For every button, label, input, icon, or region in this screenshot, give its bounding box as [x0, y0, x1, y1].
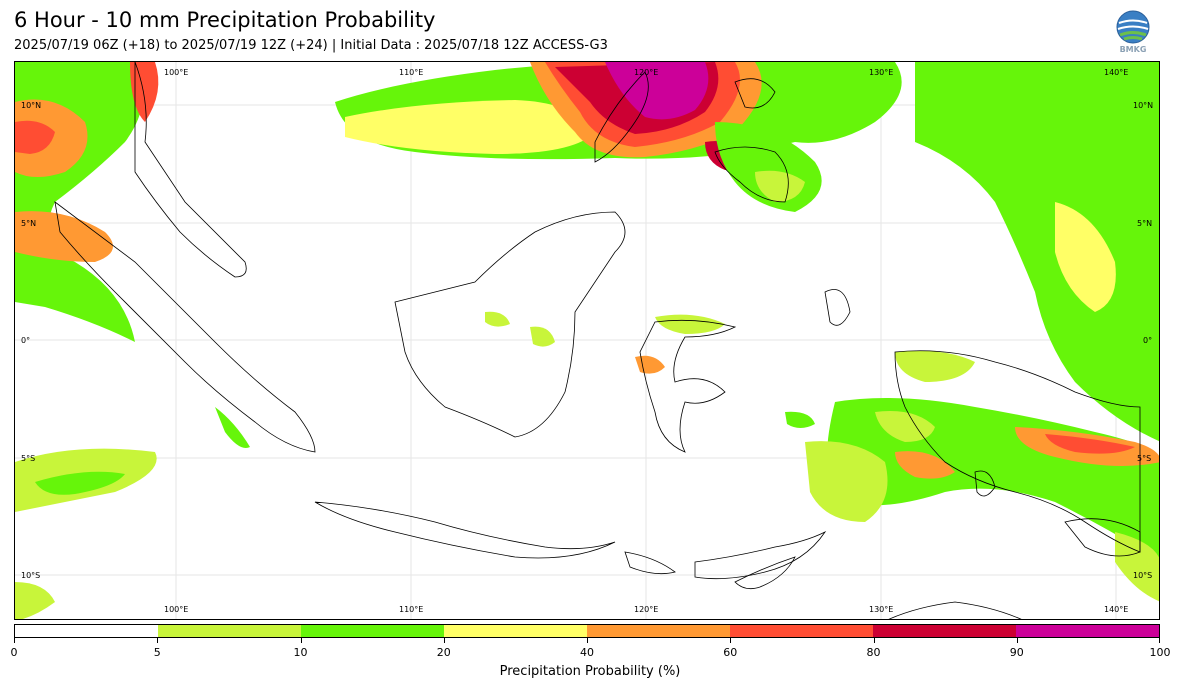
precip-field-north-sea	[335, 62, 902, 212]
colorbar-tick	[300, 638, 302, 643]
colorbar-tick	[443, 638, 445, 643]
lat-label-right-5n: 5°N	[1137, 219, 1153, 228]
precipitation-map: 100°E 110°E 120°E 130°E 140°E 100°E 110°…	[14, 61, 1160, 620]
map-title: 6 Hour - 10 mm Precipitation Probability	[14, 8, 436, 32]
precip-field-west	[15, 62, 250, 619]
lon-label-top-120: 120°E	[634, 68, 659, 77]
lat-label-right-5s: 5°S	[1137, 454, 1152, 463]
lat-label-left-0: 0°	[21, 336, 31, 345]
lat-label-right-0: 0°	[1143, 336, 1153, 345]
lat-label-left-5s: 5°S	[21, 454, 36, 463]
colorbar-segment	[158, 625, 301, 637]
lat-label-right-10s: 10°S	[1133, 571, 1153, 580]
colorbar-tick-label: 5	[153, 646, 161, 659]
lon-label-bottom-140: 140°E	[1104, 605, 1129, 614]
colorbar-tick-label: 40	[580, 646, 594, 659]
colorbar-tick-label: 100	[1149, 646, 1171, 659]
lon-label-top-110: 110°E	[399, 68, 424, 77]
colorbar-tick-label: 20	[436, 646, 451, 659]
colorbar-label: Precipitation Probability (%)	[499, 664, 681, 679]
colorbar-tick	[873, 638, 875, 643]
colorbar-segment	[1016, 625, 1159, 637]
colorbar-tick-label: 90	[1009, 646, 1024, 659]
colorbar-segment	[15, 625, 158, 637]
bmkg-logo: BMKG	[1114, 10, 1152, 56]
colorbar-segment	[444, 625, 587, 637]
colorbar-tick-label: 0	[10, 646, 18, 659]
colorbar-tick	[14, 638, 15, 643]
colorbar-tick	[730, 638, 732, 643]
lon-label-top-100: 100°E	[164, 68, 189, 77]
colorbar-segment	[587, 625, 730, 637]
lat-label-left-10n: 10°N	[21, 101, 42, 110]
lon-label-top-140: 140°E	[1104, 68, 1129, 77]
logo-text: BMKG	[1119, 45, 1147, 54]
lon-label-bottom-110: 110°E	[399, 605, 424, 614]
colorbar-tick	[1159, 638, 1160, 643]
colorbar-tick	[1016, 638, 1018, 643]
colorbar-tick	[157, 638, 159, 643]
globe-icon	[1116, 10, 1150, 44]
lat-label-left-10s: 10°S	[21, 571, 41, 580]
map-subtitle: 2025/07/19 06Z (+18) to 2025/07/19 12Z (…	[14, 38, 608, 53]
lon-label-top-130: 130°E	[869, 68, 894, 77]
lon-label-bottom-100: 100°E	[164, 605, 189, 614]
precip-field-east	[805, 62, 1159, 602]
colorbar-segment	[730, 625, 873, 637]
colorbar-tick-label: 10	[293, 646, 308, 659]
precip-field-central	[485, 311, 815, 428]
colorbar-tick	[587, 638, 588, 643]
colorbar-tick-label: 80	[866, 646, 881, 659]
colorbar	[14, 624, 1160, 638]
coastlines	[54, 62, 1141, 619]
lon-label-bottom-130: 130°E	[869, 605, 894, 614]
lat-label-right-10n: 10°N	[1133, 101, 1154, 110]
colorbar-segment	[873, 625, 1016, 637]
lat-label-left-5n: 5°N	[21, 219, 37, 228]
lon-label-bottom-120: 120°E	[634, 605, 659, 614]
map-canvas	[15, 62, 1159, 619]
colorbar-segment	[301, 625, 444, 637]
colorbar-tick-label: 60	[723, 646, 738, 659]
